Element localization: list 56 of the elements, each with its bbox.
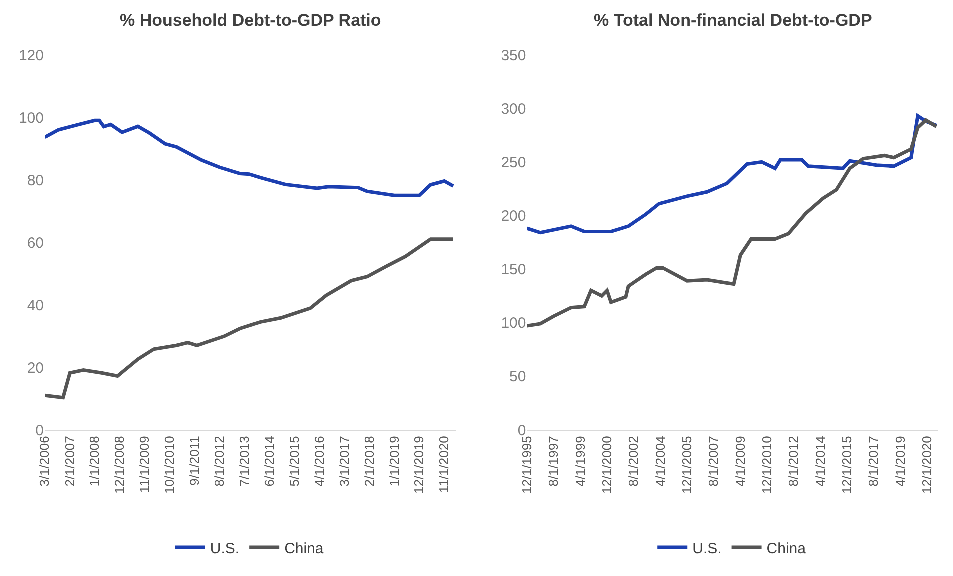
y-tick-label: 100 [501,315,526,332]
legend-label: U.S. [210,540,240,558]
x-tick-label: 12/1/1995 [519,436,534,494]
x-tick-label: 2/1/2007 [62,436,78,487]
y-tick-label: 100 [18,110,44,127]
y-tick-label: 20 [27,360,44,377]
x-tick-label: 8/1/2007 [706,436,722,487]
chart-title: % Total Non-financial Debt-to-GDP [594,11,872,30]
x-tick-label: 4/1/2014 [812,436,828,487]
x-tick-label: 12/1/2015 [840,436,855,494]
legend-label: China [766,540,807,558]
x-tick-label: 12/1/2020 [920,436,935,494]
x-tick-label: 11/1/2020 [436,436,452,494]
y-tick-label: 40 [27,297,44,314]
x-tick-label: 2/1/2018 [362,436,377,487]
x-tick-label: 3/1/2017 [336,436,352,487]
line-series [45,238,456,400]
y-tick-label: 80 [27,172,44,190]
x-tick-label: 8/1/2012 [786,436,802,487]
y-tick-label: 120 [18,47,44,64]
x-tick-label: 7/1/2013 [236,436,252,487]
x-tick-label: 11/1/2009 [137,436,152,494]
x-tick-label: 5/1/2015 [286,436,302,487]
x-tick-label: 4/1/2016 [312,436,327,487]
x-tick-label: 12/1/2019 [412,436,427,494]
x-tick-label: 4/1/2004 [652,436,668,487]
x-tick-label: 8/1/2017 [866,436,882,487]
x-tick-label: 6/1/2014 [262,436,277,487]
line-series [527,114,938,235]
x-tick-label: 12/1/2010 [760,436,775,494]
x-tick-label: 12/1/2008 [112,436,128,494]
x-tick-label: 12/1/2005 [680,436,695,494]
x-tick-label: 8/1/2002 [626,436,642,487]
legend-label: China [284,540,324,558]
x-tick-label: 4/1/2019 [892,436,908,487]
y-tick-label: 50 [510,368,526,386]
y-tick-label: 250 [501,154,526,172]
x-tick-label: 10/1/2010 [162,436,178,494]
x-tick-label: 3/1/2006 [37,436,52,487]
x-tick-label: 8/1/1997 [546,436,562,487]
x-tick-label: 4/1/2009 [732,436,748,487]
x-tick-label: 12/1/2000 [599,436,614,494]
chart-title: % Household Debt-to-GDP Ratio [120,11,382,30]
x-tick-label: 9/1/2011 [187,436,202,486]
y-tick-label: 350 [501,47,526,64]
line-series [527,118,938,328]
y-tick-label: 150 [501,262,526,279]
x-tick-label: 4/1/1999 [572,436,588,487]
x-tick-label: 8/1/2012 [212,436,228,487]
legend-label: U.S. [692,540,722,558]
x-tick-label: 1/1/2019 [386,436,402,487]
y-tick-label: 60 [27,234,44,252]
x-tick-label: 1/1/2008 [87,436,102,487]
y-tick-label: 300 [501,100,526,118]
line-series [45,118,456,198]
y-tick-label: 200 [501,208,526,225]
